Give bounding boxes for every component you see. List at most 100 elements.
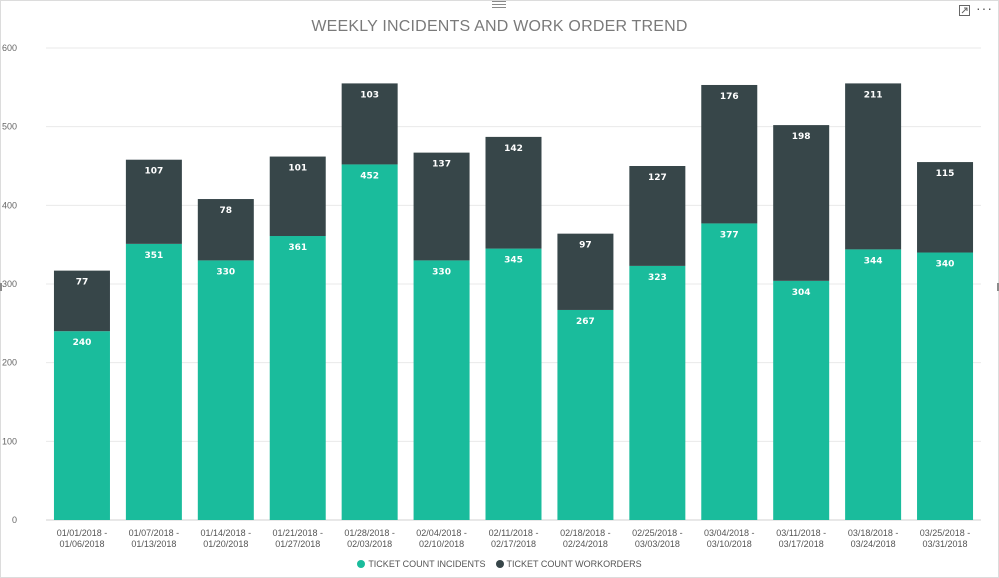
x-tick-label-5-0: 02/04/2018 - (416, 528, 467, 538)
data-label-workorders-9: 176 (720, 92, 739, 102)
x-tick-label-9-0: 03/04/2018 - (704, 528, 755, 538)
y-tick-label-600: 600 (2, 43, 17, 53)
bar-workorders-1 (125, 159, 182, 244)
x-tick-label-11-0: 03/18/2018 - (848, 528, 899, 538)
legend-dot-incidents (357, 560, 366, 568)
x-tick-label-5-1: 02/10/2018 (419, 539, 464, 549)
x-tick-label-8-0: 02/25/2018 - (632, 528, 683, 538)
x-tick-label-10-1: 03/17/2018 (779, 539, 824, 549)
bar-incidents-9 (701, 223, 758, 520)
data-label-workorders-1: 107 (144, 167, 163, 177)
resize-handle-left[interactable] (0, 283, 2, 291)
x-tick-label-12-0: 03/25/2018 - (920, 528, 971, 538)
bar-incidents-2 (197, 260, 254, 520)
data-label-incidents-12: 340 (936, 260, 955, 270)
y-tick-label-200: 200 (2, 358, 17, 368)
bar-incidents-7 (557, 309, 614, 520)
data-label-incidents-8: 323 (648, 273, 667, 283)
x-tick-label-4-1: 02/03/2018 (347, 539, 392, 549)
x-tick-label-2-1: 01/20/2018 (203, 539, 248, 549)
bar-workorders-4 (341, 83, 398, 165)
bar-incidents-12 (917, 252, 974, 521)
x-tick-label-1-0: 01/07/2018 - (129, 528, 180, 538)
y-tick-label-0: 0 (12, 515, 17, 525)
data-label-incidents-6: 345 (504, 256, 523, 266)
x-tick-label-7-0: 02/18/2018 - (560, 528, 611, 538)
visual-header-icons: ··· (959, 0, 993, 16)
bar-incidents-11 (845, 249, 902, 521)
x-tick-label-0-1: 01/06/2018 (59, 539, 104, 549)
more-options-icon[interactable]: ··· (976, 0, 993, 16)
bar-incidents-10 (773, 280, 830, 520)
data-label-incidents-3: 361 (288, 243, 307, 253)
data-label-incidents-0: 240 (73, 338, 92, 348)
bar-workorders-11 (845, 83, 902, 250)
data-label-workorders-2: 78 (220, 206, 233, 216)
x-tick-label-3-1: 01/27/2018 (275, 539, 320, 549)
data-label-incidents-10: 304 (792, 288, 811, 298)
bar-incidents-8 (629, 265, 686, 520)
bar-incidents-6 (485, 248, 542, 520)
x-tick-label-0-0: 01/01/2018 - (57, 528, 108, 538)
x-tick-label-6-0: 02/11/2018 - (489, 528, 539, 538)
y-tick-label-400: 400 (2, 200, 17, 210)
data-label-incidents-5: 330 (432, 267, 451, 277)
legend-label-workorders: TICKET COUNT WORKORDERS (506, 559, 642, 569)
x-tick-label-6-1: 02/17/2018 (491, 539, 536, 549)
x-tick-label-11-1: 03/24/2018 (851, 539, 896, 549)
x-tick-label-9-1: 03/10/2018 (707, 539, 752, 549)
x-tick-label-4-0: 01/28/2018 - (344, 528, 395, 538)
data-label-workorders-5: 137 (432, 160, 451, 170)
bar-incidents-0 (53, 331, 110, 520)
x-tick-label-7-1: 02/24/2018 (563, 539, 608, 549)
bar-workorders-8 (629, 166, 686, 266)
bar-workorders-7 (557, 233, 614, 310)
data-label-incidents-2: 330 (216, 267, 235, 277)
data-label-workorders-4: 103 (360, 90, 379, 100)
drag-handle-icon[interactable] (492, 1, 506, 9)
resize-handle-right[interactable] (997, 283, 999, 291)
data-label-incidents-4: 452 (360, 171, 379, 181)
legend-item-incidents[interactable]: TICKET COUNT INCIDENTS (357, 559, 486, 569)
y-tick-label-100: 100 (2, 436, 17, 446)
data-label-workorders-7: 97 (579, 241, 592, 251)
bar-workorders-6 (485, 136, 542, 249)
chart-legend: TICKET COUNT INCIDENTS TICKET COUNT WORK… (0, 559, 999, 569)
bar-incidents-4 (341, 164, 398, 520)
x-tick-label-1-1: 01/13/2018 (131, 539, 176, 549)
data-label-workorders-0: 77 (76, 278, 89, 288)
bar-workorders-0 (53, 270, 110, 332)
bar-workorders-5 (413, 152, 470, 261)
bar-incidents-3 (269, 236, 326, 520)
x-tick-label-2-0: 01/14/2018 - (201, 528, 252, 538)
legend-item-workorders[interactable]: TICKET COUNT WORKORDERS (495, 559, 642, 569)
data-label-workorders-6: 142 (504, 144, 523, 154)
legend-dot-workorders (495, 560, 504, 568)
data-label-workorders-11: 211 (864, 90, 883, 100)
x-tick-label-10-0: 03/11/2018 - (776, 528, 826, 538)
bar-workorders-3 (269, 156, 326, 237)
bar-workorders-10 (773, 125, 830, 281)
data-label-workorders-12: 115 (936, 169, 955, 179)
chart-title: WEEKLY INCIDENTS AND WORK ORDER TREND (311, 18, 688, 35)
bar-workorders-2 (197, 199, 254, 261)
x-tick-label-3-0: 01/21/2018 - (272, 528, 323, 538)
data-label-workorders-3: 101 (288, 164, 307, 174)
legend-label-incidents: TICKET COUNT INCIDENTS (368, 559, 486, 569)
data-label-incidents-7: 267 (576, 317, 595, 327)
bar-workorders-12 (917, 162, 974, 253)
data-label-workorders-8: 127 (648, 173, 667, 183)
focus-mode-icon[interactable] (959, 3, 970, 16)
data-label-incidents-11: 344 (864, 256, 883, 266)
data-label-incidents-9: 377 (720, 230, 739, 240)
bar-incidents-5 (413, 260, 470, 520)
x-tick-label-12-1: 03/31/2018 (923, 539, 968, 549)
bar-incidents-1 (125, 243, 182, 520)
data-label-incidents-1: 351 (144, 251, 163, 261)
bar-workorders-9 (701, 84, 758, 224)
y-tick-label-500: 500 (2, 122, 17, 132)
data-label-workorders-10: 198 (792, 132, 811, 142)
y-tick-label-300: 300 (2, 279, 17, 289)
x-tick-label-8-1: 03/03/2018 (635, 539, 680, 549)
